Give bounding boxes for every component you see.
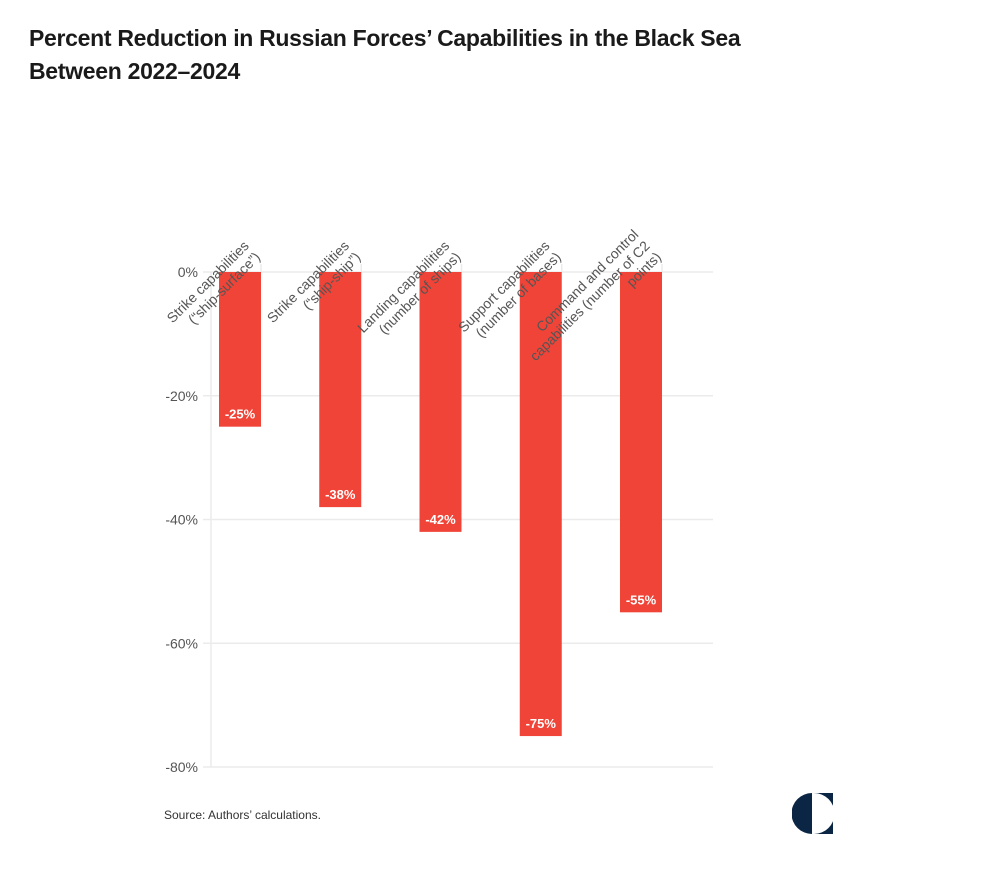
y-tick-label: 0%	[178, 264, 198, 280]
publisher-logo-icon	[792, 793, 833, 834]
bar-data-label: -38%	[325, 487, 356, 502]
chart-title-line-2: Between 2022–2024	[29, 58, 240, 84]
y-tick-label: -60%	[165, 635, 198, 651]
bar-data-label: -25%	[225, 407, 256, 422]
bar	[519, 272, 562, 737]
chart-title-line-1: Percent Reduction in Russian Forces’ Cap…	[29, 25, 741, 51]
y-tick-label: -40%	[165, 512, 198, 528]
bar-data-label: -42%	[425, 512, 456, 527]
source-note: Source: Authors’ calculations.	[164, 808, 321, 822]
bar	[419, 272, 462, 532]
bar-data-label: -75%	[526, 716, 557, 731]
bar-data-label: -55%	[626, 592, 657, 607]
chart-title: Percent Reduction in Russian Forces’ Cap…	[29, 22, 849, 88]
bar	[319, 272, 362, 508]
y-tick-label: -80%	[165, 759, 198, 775]
bar	[219, 272, 261, 427]
y-tick-label: -20%	[165, 388, 198, 404]
bar	[620, 272, 662, 613]
